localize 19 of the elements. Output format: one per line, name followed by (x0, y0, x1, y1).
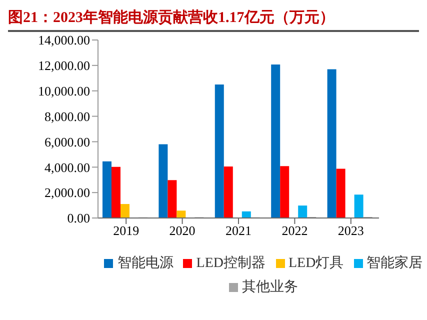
y-tick-label: 8,000.00 (44, 108, 90, 124)
legend-label: LED控制器 (196, 256, 266, 271)
legend-label: 智能家居 (366, 256, 423, 271)
y-tick-label: 0.00 (67, 210, 90, 226)
x-tick-label: 2023 (338, 223, 364, 238)
y-tick-label: 2,000.00 (44, 185, 90, 200)
chart-title: 图21：2023年智能电源贡献营收1.17亿元（万元） (8, 8, 419, 32)
x-tick-label: 2019 (113, 223, 140, 238)
y-tick-label: 6,000.00 (44, 134, 90, 150)
legend-label: 智能电源 (117, 256, 174, 271)
y-tick-label: 12,000.00 (38, 58, 90, 74)
x-tick-label: 2022 (282, 223, 308, 238)
legend-label: 其他业务 (242, 280, 298, 295)
x-tick-label: 2021 (226, 223, 252, 238)
x-tick-label: 2020 (169, 223, 196, 238)
legend-label: LED灯具 (288, 256, 344, 271)
y-tick-label: 14,000.00 (38, 32, 90, 48)
y-tick-label: 4,000.00 (44, 160, 90, 175)
y-tick-label: 10,000.00 (38, 83, 90, 98)
